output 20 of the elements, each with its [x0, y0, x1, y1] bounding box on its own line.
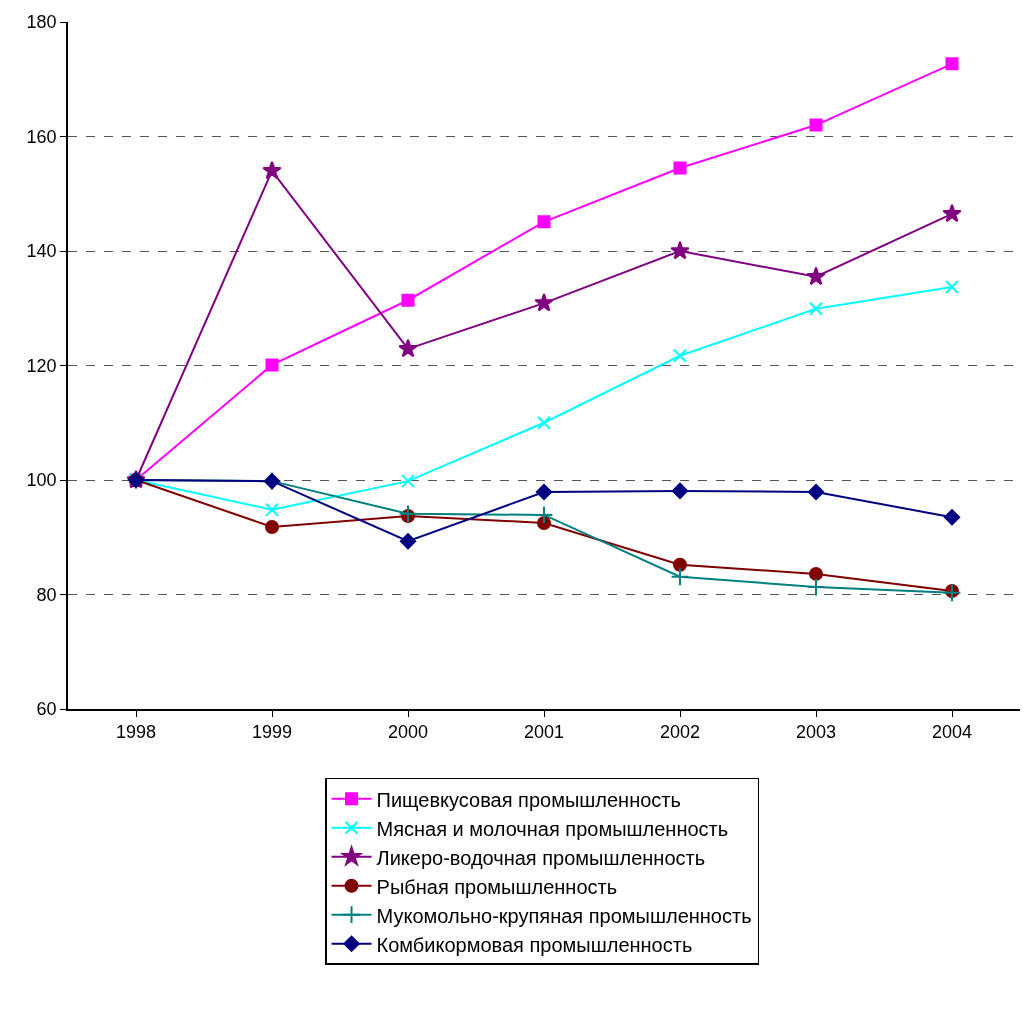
- x-tick-label: 2004: [931, 722, 973, 743]
- y-tick-label: 80: [36, 584, 57, 605]
- y-tick-label: 100: [26, 470, 57, 491]
- x-tick-label: 2003: [795, 722, 837, 743]
- legend-label: Мясная и молочная промышленность: [376, 817, 729, 840]
- legend-label: Комбикормовая промышленность: [376, 933, 693, 956]
- legend-label: Рыбная промышленность: [376, 875, 618, 898]
- y-tick-label: 60: [36, 699, 57, 720]
- y-tick-label: 160: [26, 126, 57, 147]
- legend-label: Мукомольно-крупяная промышленность: [376, 904, 752, 927]
- x-tick-label: 2002: [659, 722, 701, 743]
- legend-label: Ликеро-водочная промышленность: [376, 846, 706, 869]
- y-tick-label: 120: [26, 355, 57, 376]
- x-tick-label: 1998: [115, 722, 157, 743]
- y-tick-label: 140: [26, 241, 57, 262]
- x-tick-label: 2001: [523, 722, 565, 743]
- x-tick-label: 2000: [387, 722, 429, 743]
- legend-label: Пищевкусовая промышленность: [376, 788, 681, 811]
- x-tick-label: 1999: [251, 722, 293, 743]
- y-tick-label: 180: [26, 12, 57, 33]
